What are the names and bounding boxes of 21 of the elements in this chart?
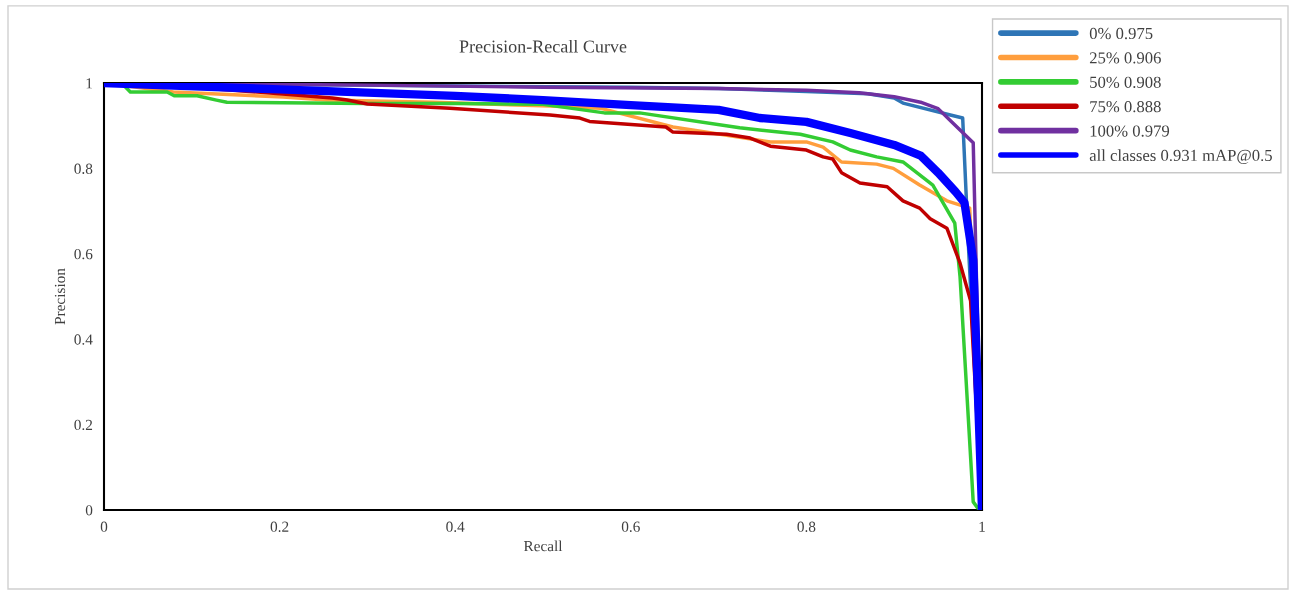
legend-label: 25% 0.906 [1089, 52, 1161, 64]
legend-label: 50% 0.908 [1090, 76, 1161, 88]
y-tick-label: 0.2 [74, 419, 93, 431]
y-tick-label: 1 [86, 78, 92, 89]
legend-label: all classes 0.931 mAP@0.5 [1089, 149, 1272, 165]
y-axis-title: Precision [54, 268, 66, 325]
x-tick-label: 0 [100, 521, 108, 532]
x-tick-label: 1 [979, 521, 985, 532]
x-tick-label: 0.8 [797, 521, 816, 532]
y-tick-label: 0.8 [74, 163, 93, 174]
chart-title: Precision-Recall Curve [459, 39, 627, 53]
x-tick-label: 0.2 [270, 521, 289, 532]
x-axis-title: Recall [523, 540, 563, 552]
x-tick-label: 0.4 [446, 521, 465, 532]
y-tick-label: 0 [85, 505, 93, 516]
legend-label: 75% 0.888 [1090, 101, 1161, 113]
legend-label: 0% 0.975 [1089, 27, 1153, 40]
y-tick-label: 0.6 [74, 248, 93, 260]
legend-label: 100% 0.979 [1090, 125, 1170, 137]
x-tick-label: 0.6 [621, 521, 640, 532]
y-tick-label: 0.4 [74, 334, 93, 345]
